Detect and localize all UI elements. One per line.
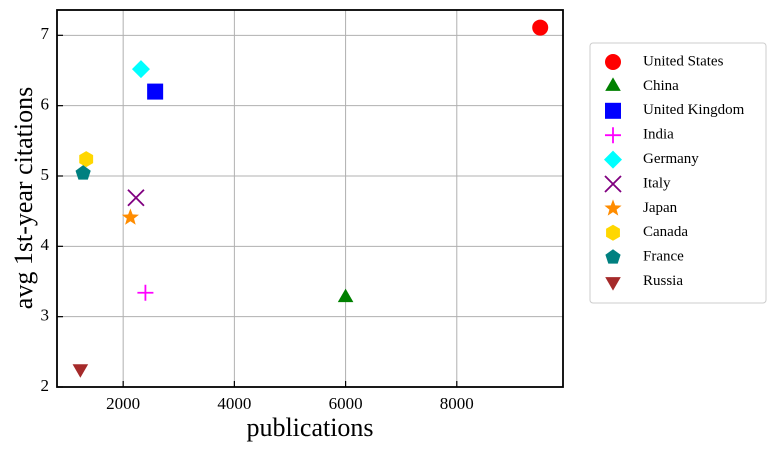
legend-label: France	[643, 249, 684, 265]
x-axis-label: publications	[246, 413, 373, 442]
legend-label: United Kingdom	[643, 102, 745, 118]
legend-marker	[605, 102, 621, 119]
legend-label: Germany	[643, 151, 699, 167]
legend-marker	[604, 150, 622, 169]
legend-label: Italy	[643, 175, 671, 191]
legend-marker	[605, 127, 621, 144]
data-point	[75, 165, 91, 180]
x-tick-label: 4000	[217, 394, 251, 413]
data-point	[121, 208, 139, 225]
legend-marker	[604, 175, 622, 193]
legend-marker	[606, 224, 620, 241]
legend-label: Japan	[643, 200, 678, 216]
legend-label: India	[643, 127, 674, 143]
data-point	[147, 83, 164, 100]
legend-marker	[604, 199, 622, 216]
y-tick-label: 3	[41, 306, 50, 325]
legend-marker	[605, 249, 621, 264]
y-tick-label: 2	[41, 376, 50, 395]
y-tick-label: 7	[41, 24, 50, 43]
legend-marker	[605, 77, 621, 91]
x-tick-label: 8000	[440, 394, 474, 413]
y-axis-label: avg 1st-year citations	[9, 87, 38, 309]
data-point	[79, 151, 94, 168]
data-point	[131, 60, 150, 79]
legend-label: China	[643, 78, 679, 94]
legend-label: Canada	[643, 224, 688, 240]
x-tick-label: 2000	[106, 394, 140, 413]
y-tick-label: 5	[41, 165, 50, 184]
plot-frame	[56, 9, 564, 388]
data-point	[532, 19, 549, 36]
legend-marker	[605, 277, 621, 291]
y-tick-label: 4	[41, 235, 50, 254]
legend-label: Russia	[643, 273, 683, 289]
data-point	[72, 364, 89, 378]
legend-label: United States	[643, 53, 724, 69]
y-tick-label: 6	[41, 95, 50, 114]
legend-box	[589, 42, 767, 304]
data-point	[127, 189, 145, 207]
x-tick-label: 6000	[329, 394, 363, 413]
data-point	[337, 288, 354, 303]
legend-marker	[605, 54, 621, 70]
data-point	[137, 284, 154, 301]
